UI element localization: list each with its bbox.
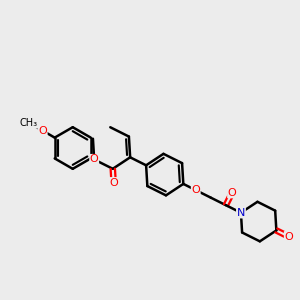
Text: O: O [191,185,200,195]
Text: O: O [90,154,99,164]
Text: O: O [284,232,293,242]
Text: O: O [38,126,47,136]
Text: N: N [237,208,245,218]
Text: O: O [228,188,236,198]
Text: N: N [237,208,245,218]
Text: CH₃: CH₃ [20,118,38,128]
Text: O: O [109,178,118,188]
